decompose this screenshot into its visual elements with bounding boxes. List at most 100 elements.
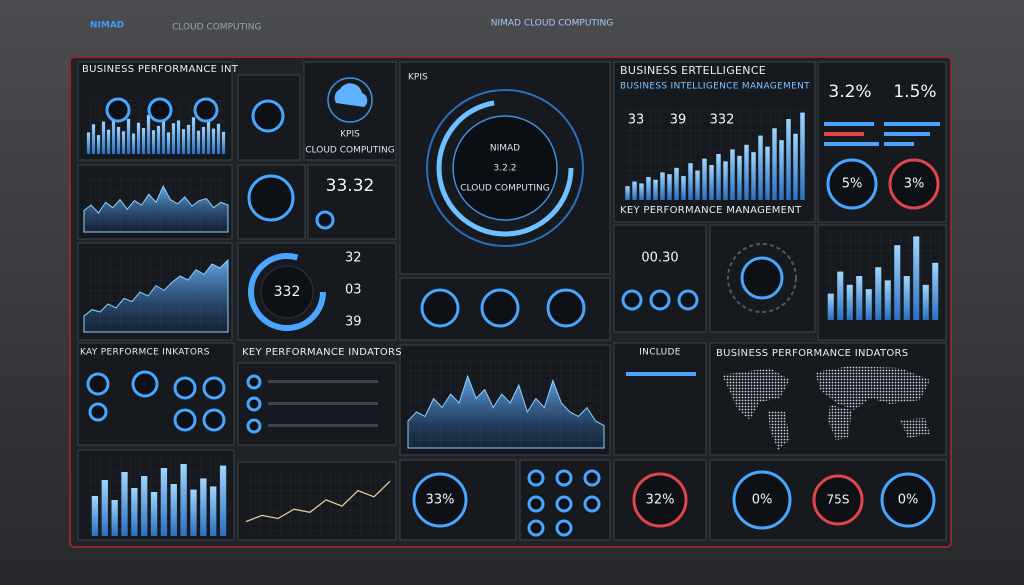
bar [660,172,665,200]
panel-title: BUSINESS ERTELLIGENCE [620,64,766,77]
panel-title: INCLUDE [639,348,681,358]
bar [688,163,693,200]
rate: 1.5% [893,82,936,102]
bar [827,293,834,320]
bar [111,500,118,536]
bar [126,118,131,154]
bar [730,149,735,200]
gauge [193,97,219,123]
bar [800,112,805,200]
chart [86,115,226,154]
bar [150,492,158,536]
center-value: 3.2.2 [494,164,517,174]
bar [151,130,156,154]
gauge [260,265,314,319]
bar [171,123,176,154]
center-label: NIMAD [490,144,520,154]
bar [131,133,136,154]
bar [695,170,700,200]
bar [837,271,844,320]
chart [83,258,229,333]
bar [681,176,686,200]
bar [121,472,128,536]
bar [793,133,798,200]
bar [91,496,99,536]
bar [111,116,116,154]
list-dot [246,418,262,434]
area [407,374,605,449]
bar [160,468,168,536]
bar [751,152,756,200]
gauge [173,408,197,432]
gauge [555,519,573,537]
gauge [527,469,545,487]
gauge [812,474,864,526]
gauge [880,472,936,528]
chart [83,184,229,233]
gauge [251,99,285,133]
panel-title: KAY PERFORMCE INKATORS [80,348,210,358]
bar [186,124,191,154]
bar [201,127,206,154]
bar [758,135,763,200]
panel [307,164,397,240]
bar [106,129,111,154]
gauge [315,210,335,230]
rate-bar [884,122,940,126]
bar [146,115,151,154]
gauge [546,288,586,328]
gauge-value: 3% [904,177,925,192]
panel-subtitle: BUSINESS INTELLIGENCE MANAGEMENT [620,82,810,92]
bar [702,158,707,200]
rate-bar [824,132,864,136]
logo-sub: CLOUD COMPUTING [305,146,394,156]
gauge [583,469,601,487]
gauge [86,372,110,396]
list-value: 03 [345,283,362,298]
gauge [555,495,573,513]
gauge [555,469,573,487]
panel [613,224,707,333]
line [245,480,391,523]
include-bar [626,372,696,376]
gauge-value: 5% [842,177,863,192]
bar [91,124,96,154]
bar [101,121,106,154]
bar [200,478,207,536]
bar [180,464,187,536]
bar [86,132,91,154]
gauge [480,288,520,328]
gauge [888,158,940,210]
gauge [88,402,108,422]
mini-value: 00.30 [641,251,678,266]
bar [709,165,714,200]
bar [786,119,791,200]
bar [156,125,161,154]
area [83,184,229,233]
gauge-arc [248,253,326,331]
chart-bg [824,232,942,320]
bar [646,177,651,200]
bar [632,181,637,200]
list-value: 32 [345,251,362,266]
gauge [621,289,643,311]
bar [206,121,211,154]
gauge [527,495,545,513]
bar [716,154,721,200]
gauge [632,472,688,528]
gauge [131,370,159,398]
small-value: 33.32 [326,176,375,196]
bar [96,135,101,154]
list-line [268,402,378,405]
list-value: 39 [345,315,362,330]
gauge [527,519,545,537]
bar [884,280,891,320]
small-gauges [527,469,601,537]
bar [913,236,920,320]
center-kicker: KPIS [408,73,428,83]
rate-bar [824,142,879,146]
rate-bar [884,142,914,146]
bar [875,267,882,320]
ring [727,243,797,313]
